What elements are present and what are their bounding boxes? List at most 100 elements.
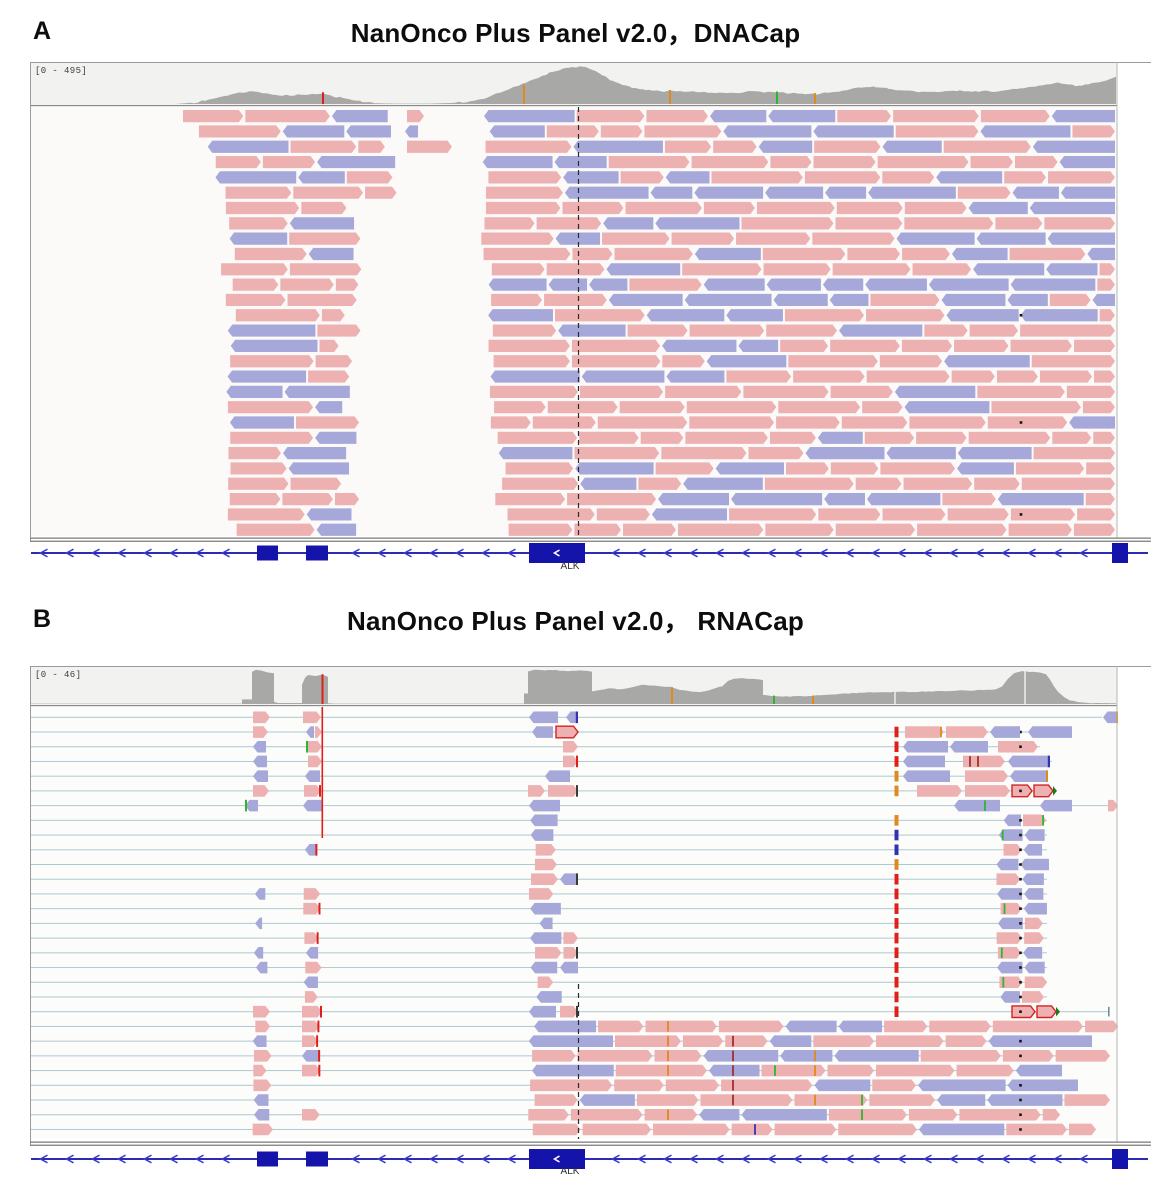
aligned-read[interactable] (1015, 462, 1085, 475)
aligned-read[interactable] (253, 770, 268, 782)
aligned-read[interactable] (936, 171, 1003, 184)
aligned-read[interactable] (253, 755, 267, 768)
aligned-read[interactable] (956, 1064, 1014, 1077)
aligned-read[interactable] (529, 799, 560, 812)
aligned-read[interactable] (655, 217, 740, 230)
aligned-read[interactable] (563, 755, 578, 768)
aligned-read[interactable] (227, 324, 316, 337)
aligned-read[interactable] (589, 278, 628, 291)
aligned-read[interactable] (488, 339, 570, 352)
aligned-read[interactable] (494, 401, 546, 414)
aligned-read[interactable] (769, 1035, 812, 1047)
aligned-read[interactable] (726, 370, 792, 383)
gene-exon[interactable] (257, 1151, 278, 1167)
aligned-read[interactable] (548, 278, 588, 291)
aligned-read[interactable] (575, 462, 654, 475)
aligned-read[interactable] (1099, 263, 1115, 276)
aligned-read[interactable] (600, 125, 643, 138)
aligned-read[interactable] (305, 770, 320, 782)
aligned-read[interactable] (973, 263, 1045, 276)
aligned-read[interactable] (528, 785, 545, 797)
aligned-read[interactable] (287, 293, 357, 307)
aligned-read[interactable] (893, 110, 979, 123)
aligned-read[interactable] (306, 740, 322, 753)
aligned-read[interactable] (998, 829, 1023, 841)
aligned-read[interactable] (574, 523, 622, 536)
aligned-read[interactable] (788, 355, 878, 368)
aligned-read[interactable] (482, 155, 553, 169)
aligned-read[interactable] (490, 416, 531, 429)
aligned-read[interactable] (689, 324, 765, 337)
aligned-read[interactable] (995, 217, 1043, 230)
aligned-read[interactable] (977, 385, 1065, 398)
aligned-read[interactable] (903, 755, 945, 768)
aligned-read[interactable] (713, 140, 757, 153)
aligned-read[interactable] (528, 1035, 613, 1047)
aligned-read[interactable] (736, 232, 811, 245)
aligned-read[interactable] (315, 401, 343, 414)
aligned-read[interactable] (997, 961, 1023, 974)
aligned-read[interactable] (1024, 961, 1045, 974)
aligned-read[interactable] (304, 843, 318, 856)
aligned-read[interactable] (903, 770, 950, 782)
aligned-read[interactable] (884, 1020, 928, 1033)
aligned-read[interactable] (245, 110, 330, 123)
aligned-read[interactable] (903, 740, 948, 753)
aligned-read[interactable] (283, 447, 347, 460)
aligned-read[interactable] (1044, 217, 1115, 230)
aligned-read[interactable] (602, 232, 670, 245)
aligned-read[interactable] (741, 217, 834, 230)
aligned-read[interactable] (225, 201, 300, 215)
aligned-read[interactable] (837, 110, 892, 123)
aligned-read[interactable] (870, 293, 940, 307)
aligned-read[interactable] (894, 385, 976, 398)
aligned-read[interactable] (957, 462, 1014, 475)
aligned-read[interactable] (836, 201, 903, 215)
aligned-read[interactable] (703, 278, 765, 291)
aligned-read[interactable] (1069, 416, 1115, 429)
aligned-read[interactable] (908, 1108, 958, 1121)
gene-exon[interactable] (529, 1149, 585, 1169)
aligned-read[interactable] (573, 140, 663, 153)
aligned-read[interactable] (974, 477, 1020, 490)
aligned-read[interactable] (229, 217, 288, 230)
aligned-read[interactable] (715, 462, 785, 475)
aligned-read[interactable] (574, 447, 660, 460)
aligned-read[interactable] (765, 523, 834, 536)
aligned-read[interactable] (699, 1108, 740, 1121)
aligned-read[interactable] (980, 125, 1071, 138)
aligned-read[interactable] (346, 125, 391, 138)
aligned-read[interactable] (924, 324, 968, 337)
aligned-read[interactable] (229, 493, 281, 506)
aligned-read[interactable] (869, 1094, 936, 1106)
aligned-read[interactable] (623, 523, 676, 536)
aligned-read[interactable] (253, 1050, 272, 1062)
aligned-read[interactable] (946, 726, 988, 738)
aligned-read[interactable] (1086, 462, 1115, 475)
aligned-read[interactable] (562, 201, 624, 215)
aligned-read[interactable] (929, 1020, 991, 1033)
aligned-read[interactable] (245, 799, 258, 812)
aligned-read[interactable] (227, 508, 305, 521)
aligned-read[interactable] (288, 462, 350, 475)
aligned-read[interactable] (682, 263, 762, 276)
aligned-read[interactable] (824, 493, 865, 506)
aligned-read[interactable] (997, 888, 1023, 900)
aligned-read[interactable] (530, 932, 562, 944)
aligned-read[interactable] (686, 401, 777, 414)
aligned-read[interactable] (768, 110, 836, 123)
aligned-read[interactable] (1040, 799, 1072, 812)
coverage-histogram[interactable] (31, 66, 1116, 104)
aligned-read[interactable] (484, 110, 575, 123)
aligned-read[interactable] (988, 1035, 1092, 1047)
aligned-read[interactable] (904, 401, 990, 414)
aligned-read[interactable] (546, 125, 599, 138)
aligned-read[interactable] (365, 186, 397, 199)
aligned-read[interactable] (813, 125, 894, 138)
aligned-read[interactable] (608, 155, 690, 169)
aligned-read[interactable] (625, 201, 702, 215)
aligned-read[interactable] (1066, 385, 1115, 398)
aligned-read[interactable] (904, 201, 967, 215)
aligned-read[interactable] (763, 263, 831, 276)
aligned-read[interactable] (493, 355, 570, 368)
